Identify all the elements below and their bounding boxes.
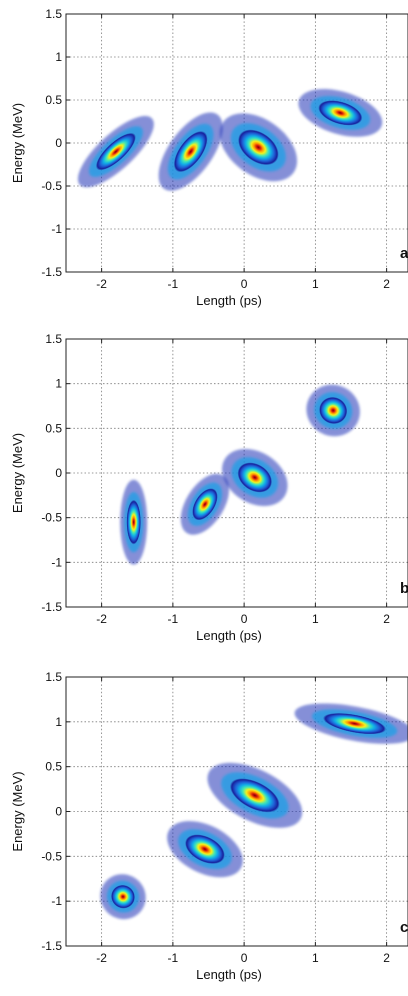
y-axis-label: Energy (MeV) [10,771,25,851]
x-tick-label: 1 [312,277,319,291]
x-tick-label: 0 [241,612,248,626]
x-tick-label: 0 [241,277,248,291]
x-tick-label: 1 [312,951,319,965]
panel-label: a) [400,245,408,262]
panel-2: -2 -1 0 1 2 1.5 1 0.5 0 -0.5 -1 -1.5 Length (ps) Ener… [10,332,408,643]
beam-core [192,488,218,521]
y-tick-label: 0.5 [45,93,62,107]
beam-core [323,712,387,735]
y-tick-label: 1 [55,377,62,391]
x-tick-label: -2 [96,612,107,626]
grid [66,14,408,272]
x-tick-label: 1 [312,612,319,626]
panel-label: c [400,919,408,936]
beam-core [111,884,135,909]
x-axis-label: Length (ps) [196,967,262,982]
plot-area [77,89,383,191]
x-axis-label: Length (ps) [196,293,262,308]
x-tick-label: -2 [96,277,107,291]
y-tick-label: -1.5 [41,265,62,279]
y-tick-label: 1.5 [45,332,62,346]
y-tick-label: -0.5 [41,849,62,863]
beam-core [319,396,348,425]
panel-label: b) [400,580,408,597]
beam-core [238,129,279,166]
beam-core [95,132,136,171]
y-axis-label: Energy (MeV) [10,103,25,183]
plot-area [100,703,408,920]
beam-core [173,130,208,173]
x-tick-label: -2 [96,951,107,965]
x-tick-label: -1 [168,612,179,626]
y-tick-label: -1.5 [41,939,62,953]
y-tick-label: -0.5 [41,179,62,193]
x-tick-label: 2 [383,612,390,626]
y-tick-label: 0 [55,136,62,150]
x-tick-label: -1 [168,277,179,291]
beam-core [229,778,280,813]
beam-core [185,834,225,864]
y-tick-label: 0 [55,805,62,819]
y-tick-label: 0.5 [45,760,62,774]
y-tick-label: 0 [55,466,62,480]
y-tick-label: -0.5 [41,511,62,525]
y-tick-label: 1.5 [45,7,62,21]
panel-1: -2 -1 0 1 2 1.5 1 0.5 0 -0.5 -1 -1.5 Length (ps) Ener… [10,7,408,308]
y-tick-label: 0.5 [45,421,62,435]
y-tick-label: -1 [51,222,62,236]
beam-core [126,499,141,545]
y-tick-label: -1.5 [41,600,62,614]
plot-area [120,384,360,565]
y-axis-label: Energy (MeV) [10,433,25,513]
x-tick-label: 0 [241,951,248,965]
x-tick-label: -1 [168,951,179,965]
beam-core [237,462,273,493]
y-tick-label: -1 [51,894,62,908]
y-tick-label: 1 [55,50,62,64]
beam-core [318,100,363,126]
y-tick-label: -1 [51,555,62,569]
panel-3: -2 -1 0 1 2 1.5 1 0.5 0 -0.5 -1 -1.5 Length (ps) Ener… [10,670,408,982]
y-tick-label: 1 [55,715,62,729]
x-tick-label: 2 [383,951,390,965]
y-tick-label: 1.5 [45,670,62,684]
x-tick-label: 2 [383,277,390,291]
x-axis-label: Length (ps) [196,628,262,643]
